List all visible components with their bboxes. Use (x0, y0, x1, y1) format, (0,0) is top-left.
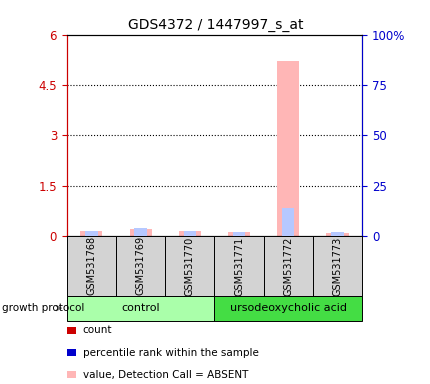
Text: GDS4372 / 1447997_s_at: GDS4372 / 1447997_s_at (127, 18, 303, 32)
Text: count: count (83, 325, 112, 335)
Bar (232, 232, 245, 236)
Text: GSM531771: GSM531771 (233, 236, 243, 296)
Bar (183, 231, 196, 236)
Bar (227, 232, 249, 236)
Bar (116, 236, 165, 296)
Text: GSM531772: GSM531772 (283, 236, 292, 296)
Text: GSM531768: GSM531768 (86, 237, 96, 295)
Text: GSM531770: GSM531770 (184, 236, 194, 296)
Bar (312, 236, 361, 296)
Bar (276, 61, 298, 236)
Text: percentile rank within the sample: percentile rank within the sample (83, 348, 258, 358)
Bar (67, 236, 116, 296)
Bar (331, 232, 343, 236)
Bar (263, 236, 312, 296)
Bar (129, 229, 151, 236)
Text: control: control (121, 303, 160, 313)
Bar (281, 208, 294, 236)
Bar (85, 231, 97, 236)
Bar (67, 296, 214, 321)
Text: GSM531773: GSM531773 (332, 236, 342, 296)
Bar (326, 233, 348, 236)
Bar (214, 236, 263, 296)
Text: GSM531769: GSM531769 (135, 237, 145, 295)
Text: growth protocol: growth protocol (2, 303, 84, 313)
Bar (134, 228, 147, 236)
Text: value, Detection Call = ABSENT: value, Detection Call = ABSENT (83, 370, 248, 380)
Bar (214, 296, 361, 321)
Bar (178, 231, 200, 236)
Bar (165, 236, 214, 296)
Text: ursodeoxycholic acid: ursodeoxycholic acid (229, 303, 346, 313)
Bar (80, 231, 102, 236)
